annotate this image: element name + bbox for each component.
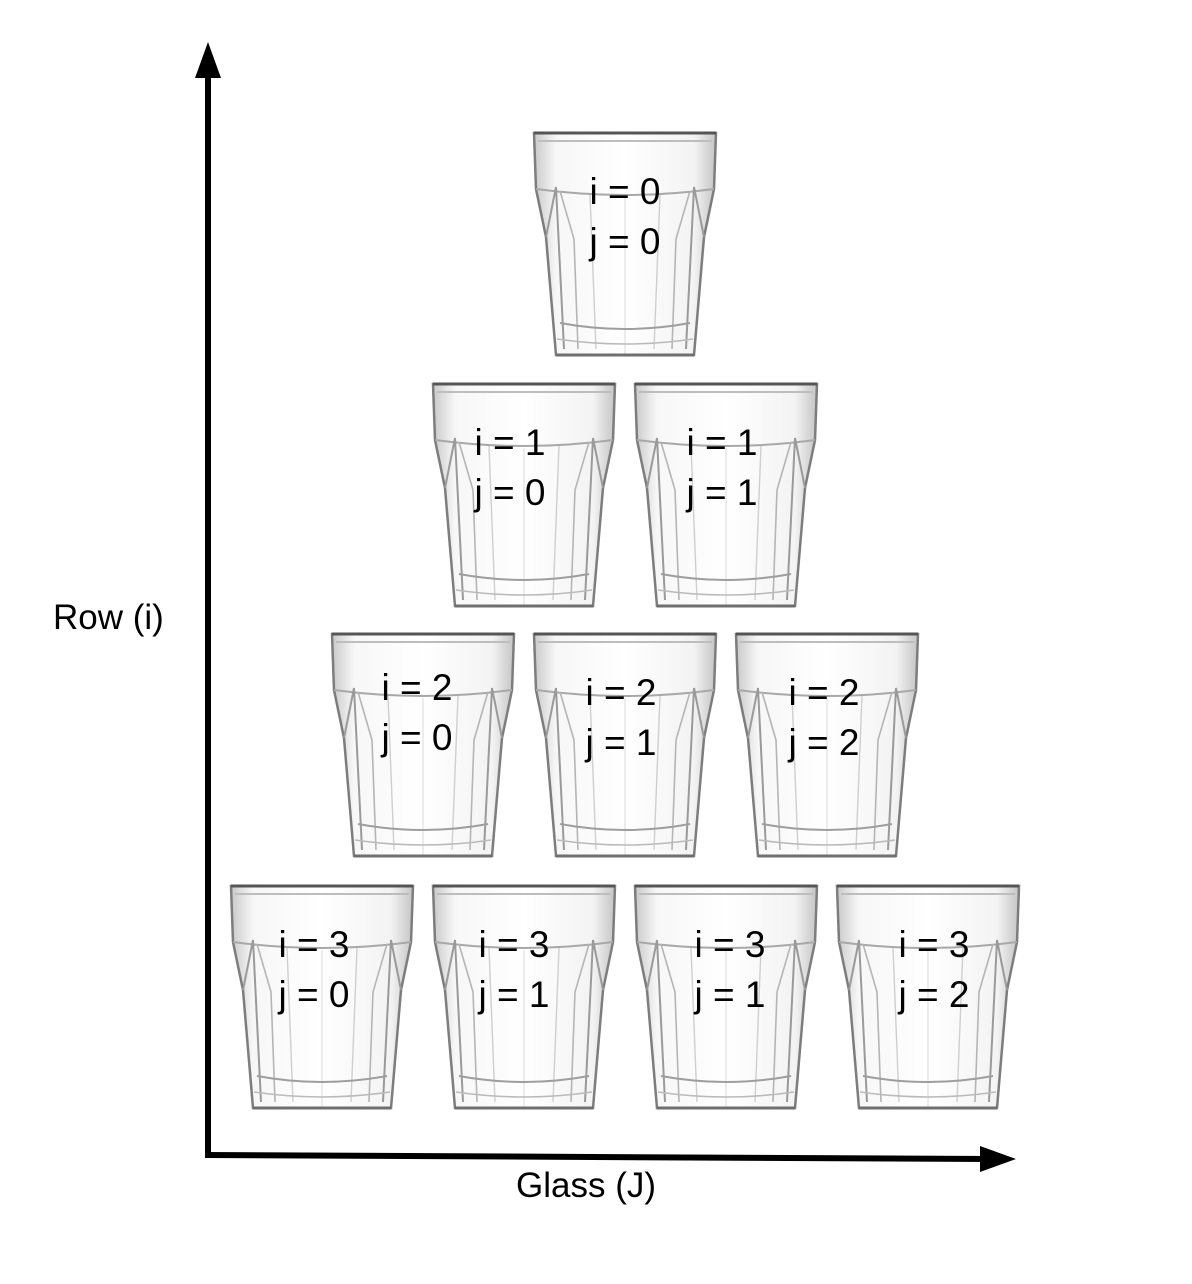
- glass-label: i = 3 j = 1: [434, 920, 594, 1020]
- x-axis-label: Glass (J): [516, 1166, 656, 1205]
- glass-label: i = 1 j = 1: [642, 418, 802, 518]
- glass-index-label: j = 0: [278, 974, 350, 1015]
- row-index-label: i = 1: [474, 422, 546, 463]
- glass-index-label: j = 0: [589, 221, 661, 262]
- glass-label: i = 2 j = 1: [541, 668, 701, 768]
- row-index-label: i = 3: [278, 924, 350, 965]
- glass-index-label: j = 1: [478, 974, 550, 1015]
- x-axis-line: [204, 1152, 991, 1162]
- glass-label: i = 3 j = 0: [234, 920, 394, 1020]
- glass-index-label: j = 1: [585, 722, 657, 763]
- glass-index-label: j = 1: [686, 472, 758, 513]
- y-axis-arrowhead: [195, 42, 221, 78]
- glass-index-label: j = 0: [474, 472, 546, 513]
- x-axis-arrowhead: [980, 1146, 1016, 1172]
- glass-index-label: j = 0: [381, 717, 453, 758]
- glass-label: i = 2 j = 2: [744, 668, 904, 768]
- row-index-label: i = 2: [381, 667, 453, 708]
- glass-index-label: j = 2: [788, 722, 860, 763]
- row-index-label: i = 0: [589, 171, 661, 212]
- row-index-label: i = 3: [694, 924, 766, 965]
- glass-label: i = 3 j = 2: [854, 920, 1014, 1020]
- glass-label: i = 0 j = 0: [545, 167, 705, 267]
- glass-label: i = 1 j = 0: [430, 418, 590, 518]
- y-axis-label: Row (i): [53, 598, 164, 637]
- row-index-label: i = 3: [898, 924, 970, 965]
- glass-label: i = 2 j = 0: [337, 663, 497, 763]
- row-index-label: i = 3: [478, 924, 550, 965]
- glass-label: i = 3 j = 1: [650, 920, 810, 1020]
- glass-index-label: j = 2: [898, 974, 970, 1015]
- row-index-label: i = 2: [788, 672, 860, 713]
- glass-index-label: j = 1: [694, 974, 766, 1015]
- row-index-label: i = 1: [686, 422, 758, 463]
- row-index-label: i = 2: [585, 672, 657, 713]
